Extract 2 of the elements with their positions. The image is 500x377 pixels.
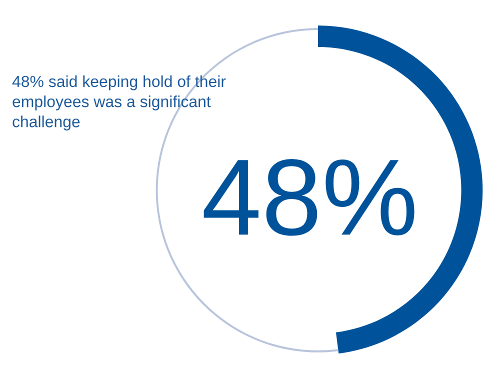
- text: 48%: [204, 159, 414, 236]
- text: 48% said keeping hold of their employees was a significant challenge: [12, 75, 226, 130]
